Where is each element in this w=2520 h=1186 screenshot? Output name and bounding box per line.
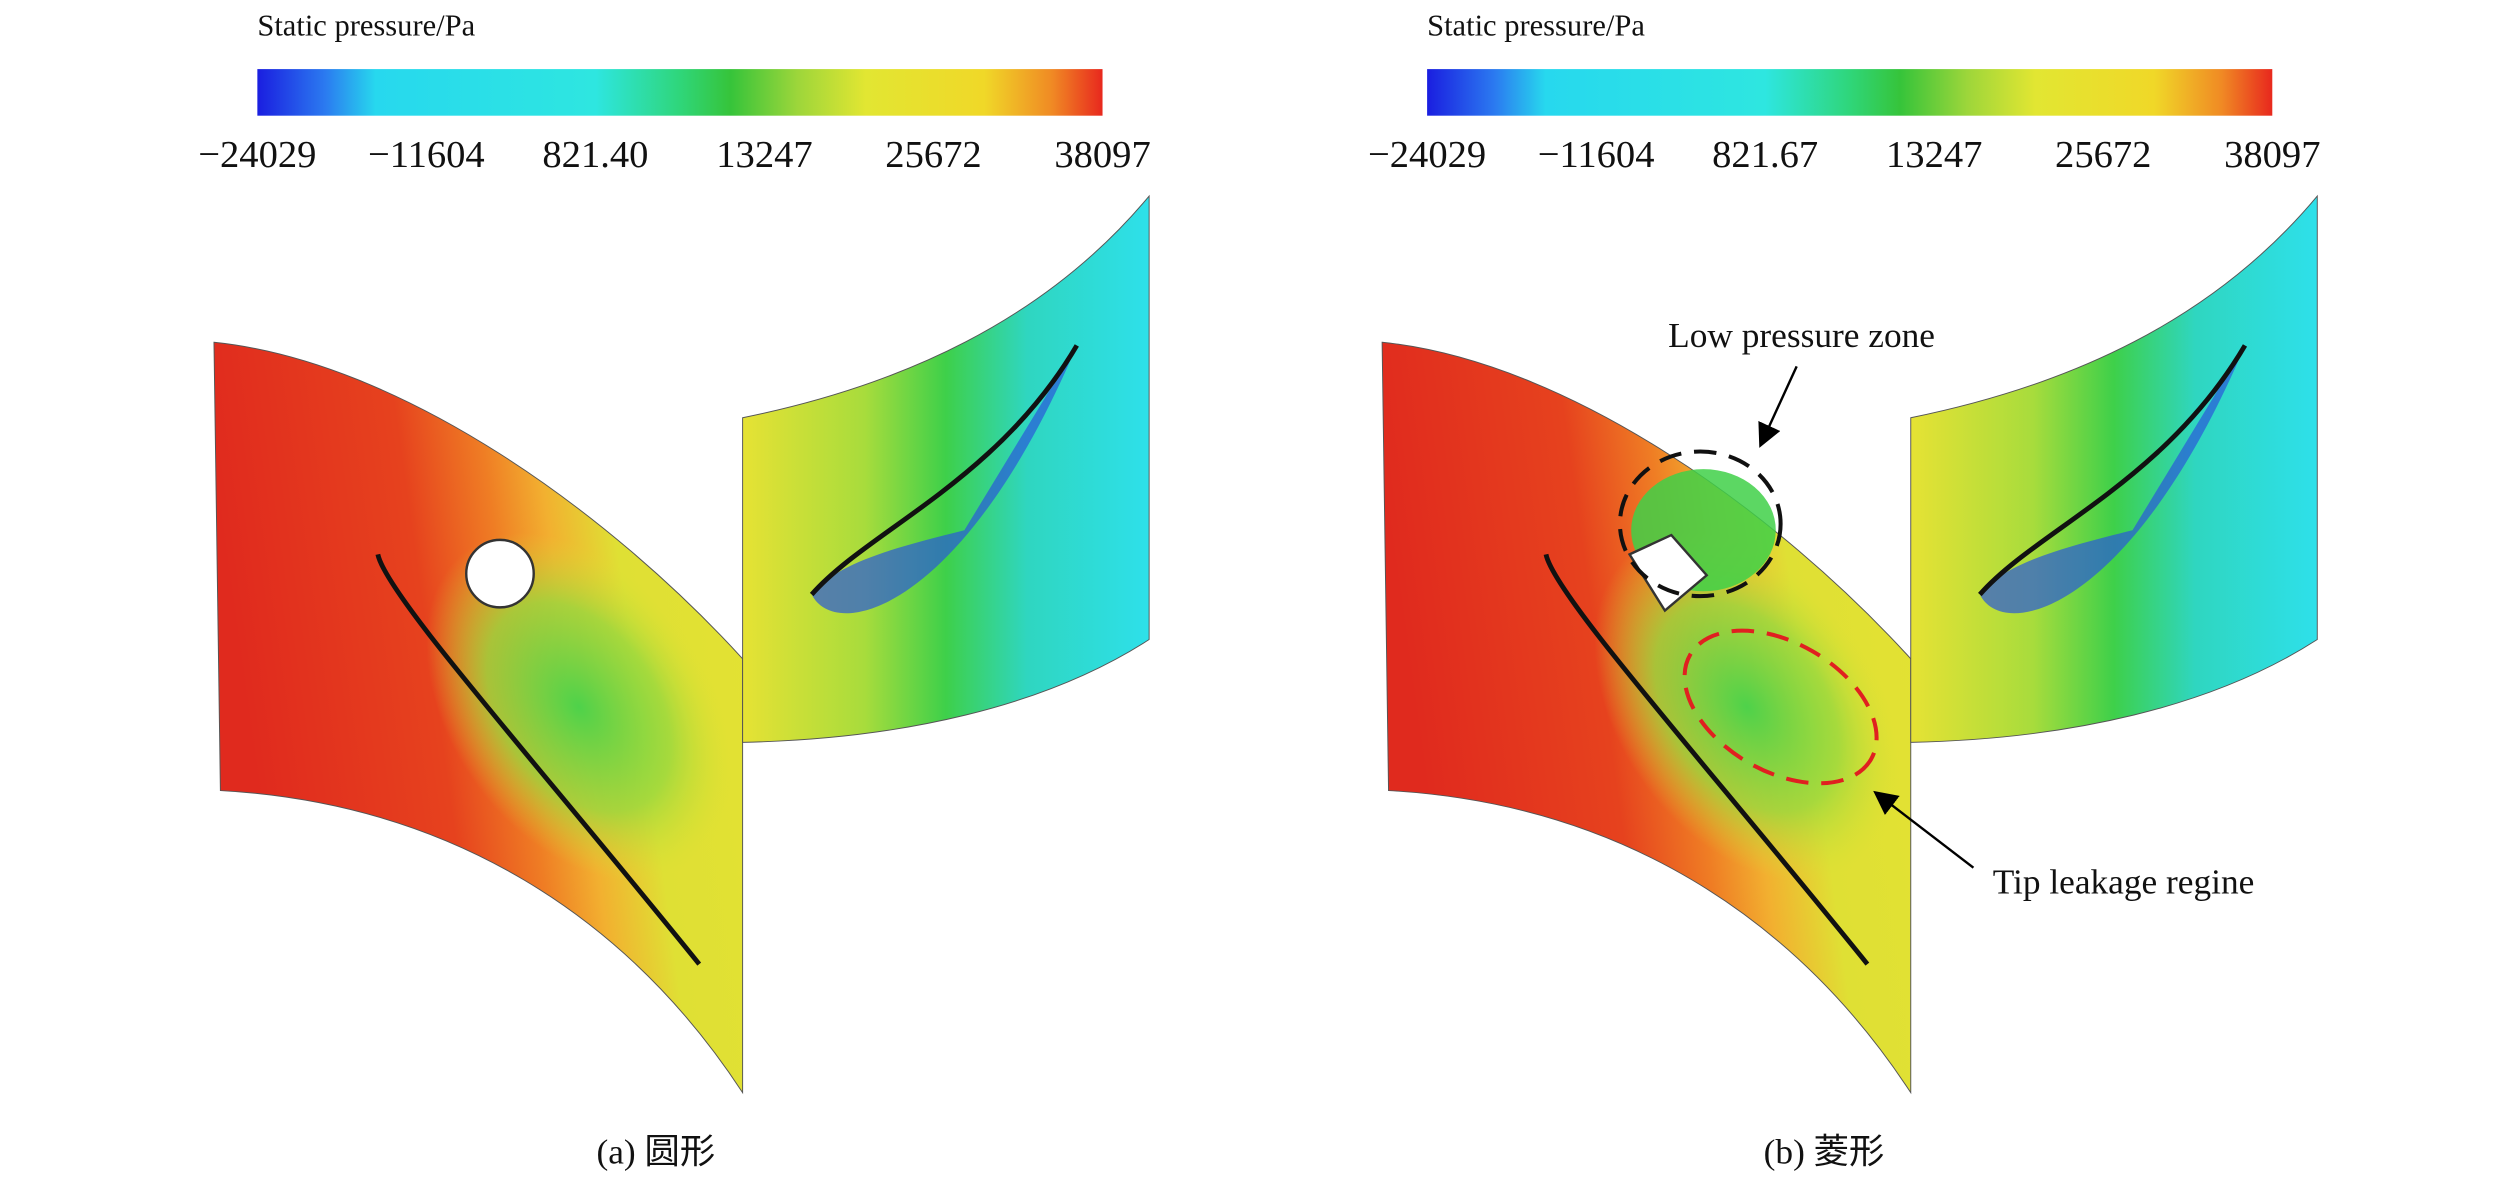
panel: Static pressure/Pa −24029 −11604 821.67 132… [1368, 8, 2320, 1171]
colorbar-ticks: −24029 −11604 821.40 13247 25672 38097 [198, 134, 1150, 176]
contour-region [1979, 345, 2245, 614]
colorbar-tick-label: −11604 [368, 134, 485, 176]
colorbar-tick-label: 821.40 [542, 134, 648, 176]
annotation-arrow [1758, 365, 1798, 448]
obstacle [1627, 533, 1709, 613]
colorbar [1427, 69, 2273, 116]
obstacle [465, 538, 535, 609]
colorbar-title: Static pressure/Pa [1427, 8, 1645, 42]
panel: Static pressure/Pa −24029 −11604 821.40 132… [198, 8, 1150, 1171]
highlight-ellipse [1617, 449, 1783, 599]
colorbar [257, 69, 1103, 116]
colorbar-tick-label: 38097 [2224, 134, 2320, 176]
contour-region [1594, 532, 1900, 882]
colorbar-tick-label: 25672 [885, 134, 981, 176]
contour-region [811, 345, 1077, 614]
caption: (a) 圆形 [596, 1132, 715, 1171]
annotation: Low pressure zone [1668, 316, 1935, 355]
annotation-arrow [1873, 790, 1975, 869]
colorbar-tick-label: 821.67 [1712, 134, 1818, 176]
colorbar-tick-label: −24029 [1368, 134, 1486, 176]
colorbar-tick-label: 13247 [1886, 134, 1982, 176]
colorbar-ticks: −24029 −11604 821.67 13247 25672 38097 [1368, 134, 2320, 176]
colorbar-tick-label: 13247 [716, 134, 812, 176]
annotation: Tip leakage regine [1993, 862, 2255, 901]
colorbar-title: Static pressure/Pa [257, 8, 475, 42]
contour-region [426, 532, 732, 882]
caption: (b) 菱形 [1764, 1132, 1885, 1171]
blade [809, 344, 1079, 597]
colorbar-tick-label: 38097 [1054, 134, 1150, 176]
colorbar-tick-label: 25672 [2055, 134, 2151, 176]
highlight-ellipse [1682, 628, 1879, 786]
blade [1978, 344, 2248, 597]
colorbar-tick-label: −24029 [198, 134, 316, 176]
blade [375, 553, 702, 966]
flow-passage [742, 194, 1150, 743]
flow-passage [1910, 194, 2318, 743]
blade [1543, 553, 1870, 966]
colorbar-tick-label: −11604 [1538, 134, 1655, 176]
